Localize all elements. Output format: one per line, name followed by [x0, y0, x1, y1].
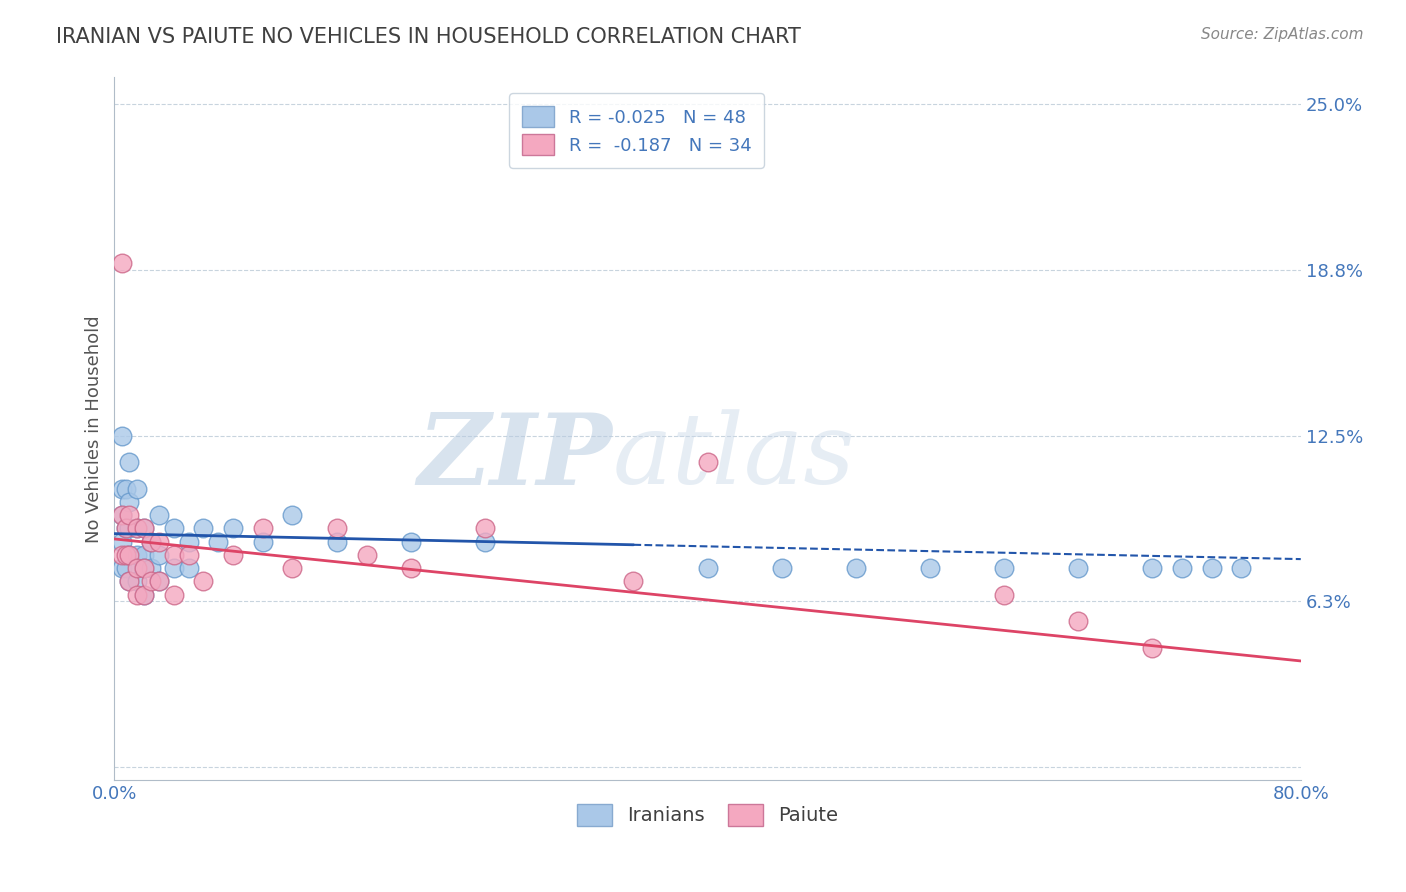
Point [222, 521, 245, 535]
Point [132, 561, 155, 575]
Point [118, 508, 141, 522]
Point [252, 534, 274, 549]
Point [222, 548, 245, 562]
Point [1067, 614, 1090, 628]
Point [125, 521, 148, 535]
Point [918, 561, 941, 575]
Point [696, 455, 718, 469]
Point [474, 534, 496, 549]
Point [141, 534, 163, 549]
Point [148, 574, 170, 589]
Point [177, 534, 200, 549]
Point [115, 521, 138, 535]
Point [125, 561, 148, 575]
Point [148, 574, 170, 589]
Point [1142, 561, 1164, 575]
Point [281, 561, 304, 575]
Point [993, 588, 1015, 602]
Point [115, 521, 138, 535]
Point [115, 561, 138, 575]
Point [118, 495, 141, 509]
Point [845, 561, 868, 575]
Point [132, 588, 155, 602]
Point [141, 561, 163, 575]
Text: atlas: atlas [613, 409, 855, 505]
Point [148, 508, 170, 522]
Y-axis label: No Vehicles in Household: No Vehicles in Household [86, 315, 103, 542]
Point [623, 574, 645, 589]
Point [118, 548, 141, 562]
Point [177, 561, 200, 575]
Point [118, 574, 141, 589]
Point [163, 561, 186, 575]
Point [132, 561, 155, 575]
Text: ZIP: ZIP [418, 409, 613, 505]
Point [193, 574, 215, 589]
Point [132, 521, 155, 535]
Point [770, 561, 793, 575]
Point [111, 428, 134, 442]
Point [1142, 640, 1164, 655]
Point [1067, 561, 1090, 575]
Point [148, 548, 170, 562]
Point [125, 521, 148, 535]
Point [1201, 561, 1223, 575]
Point [1230, 561, 1253, 575]
Point [125, 588, 148, 602]
Point [281, 508, 304, 522]
Point [125, 482, 148, 496]
Point [111, 256, 134, 270]
Point [141, 534, 163, 549]
Point [399, 534, 422, 549]
Point [474, 521, 496, 535]
Point [111, 508, 134, 522]
Point [125, 574, 148, 589]
Point [326, 534, 349, 549]
Point [132, 588, 155, 602]
Point [399, 561, 422, 575]
Point [118, 574, 141, 589]
Point [252, 521, 274, 535]
Point [177, 548, 200, 562]
Point [132, 521, 155, 535]
Point [115, 482, 138, 496]
Point [111, 548, 134, 562]
Point [118, 455, 141, 469]
Point [118, 521, 141, 535]
Legend: Iranians, Paiute: Iranians, Paiute [569, 796, 846, 834]
Point [326, 521, 349, 535]
Point [993, 561, 1015, 575]
Point [163, 548, 186, 562]
Point [193, 521, 215, 535]
Point [118, 548, 141, 562]
Point [115, 548, 138, 562]
Point [111, 482, 134, 496]
Point [125, 548, 148, 562]
Point [148, 534, 170, 549]
Point [111, 561, 134, 575]
Point [111, 508, 134, 522]
Point [207, 534, 229, 549]
Point [111, 534, 134, 549]
Point [132, 548, 155, 562]
Text: Source: ZipAtlas.com: Source: ZipAtlas.com [1201, 27, 1364, 42]
Point [356, 548, 378, 562]
Point [696, 561, 718, 575]
Point [163, 521, 186, 535]
Point [141, 574, 163, 589]
Text: IRANIAN VS PAIUTE NO VEHICLES IN HOUSEHOLD CORRELATION CHART: IRANIAN VS PAIUTE NO VEHICLES IN HOUSEHO… [56, 27, 801, 46]
Point [163, 588, 186, 602]
Point [1171, 561, 1194, 575]
